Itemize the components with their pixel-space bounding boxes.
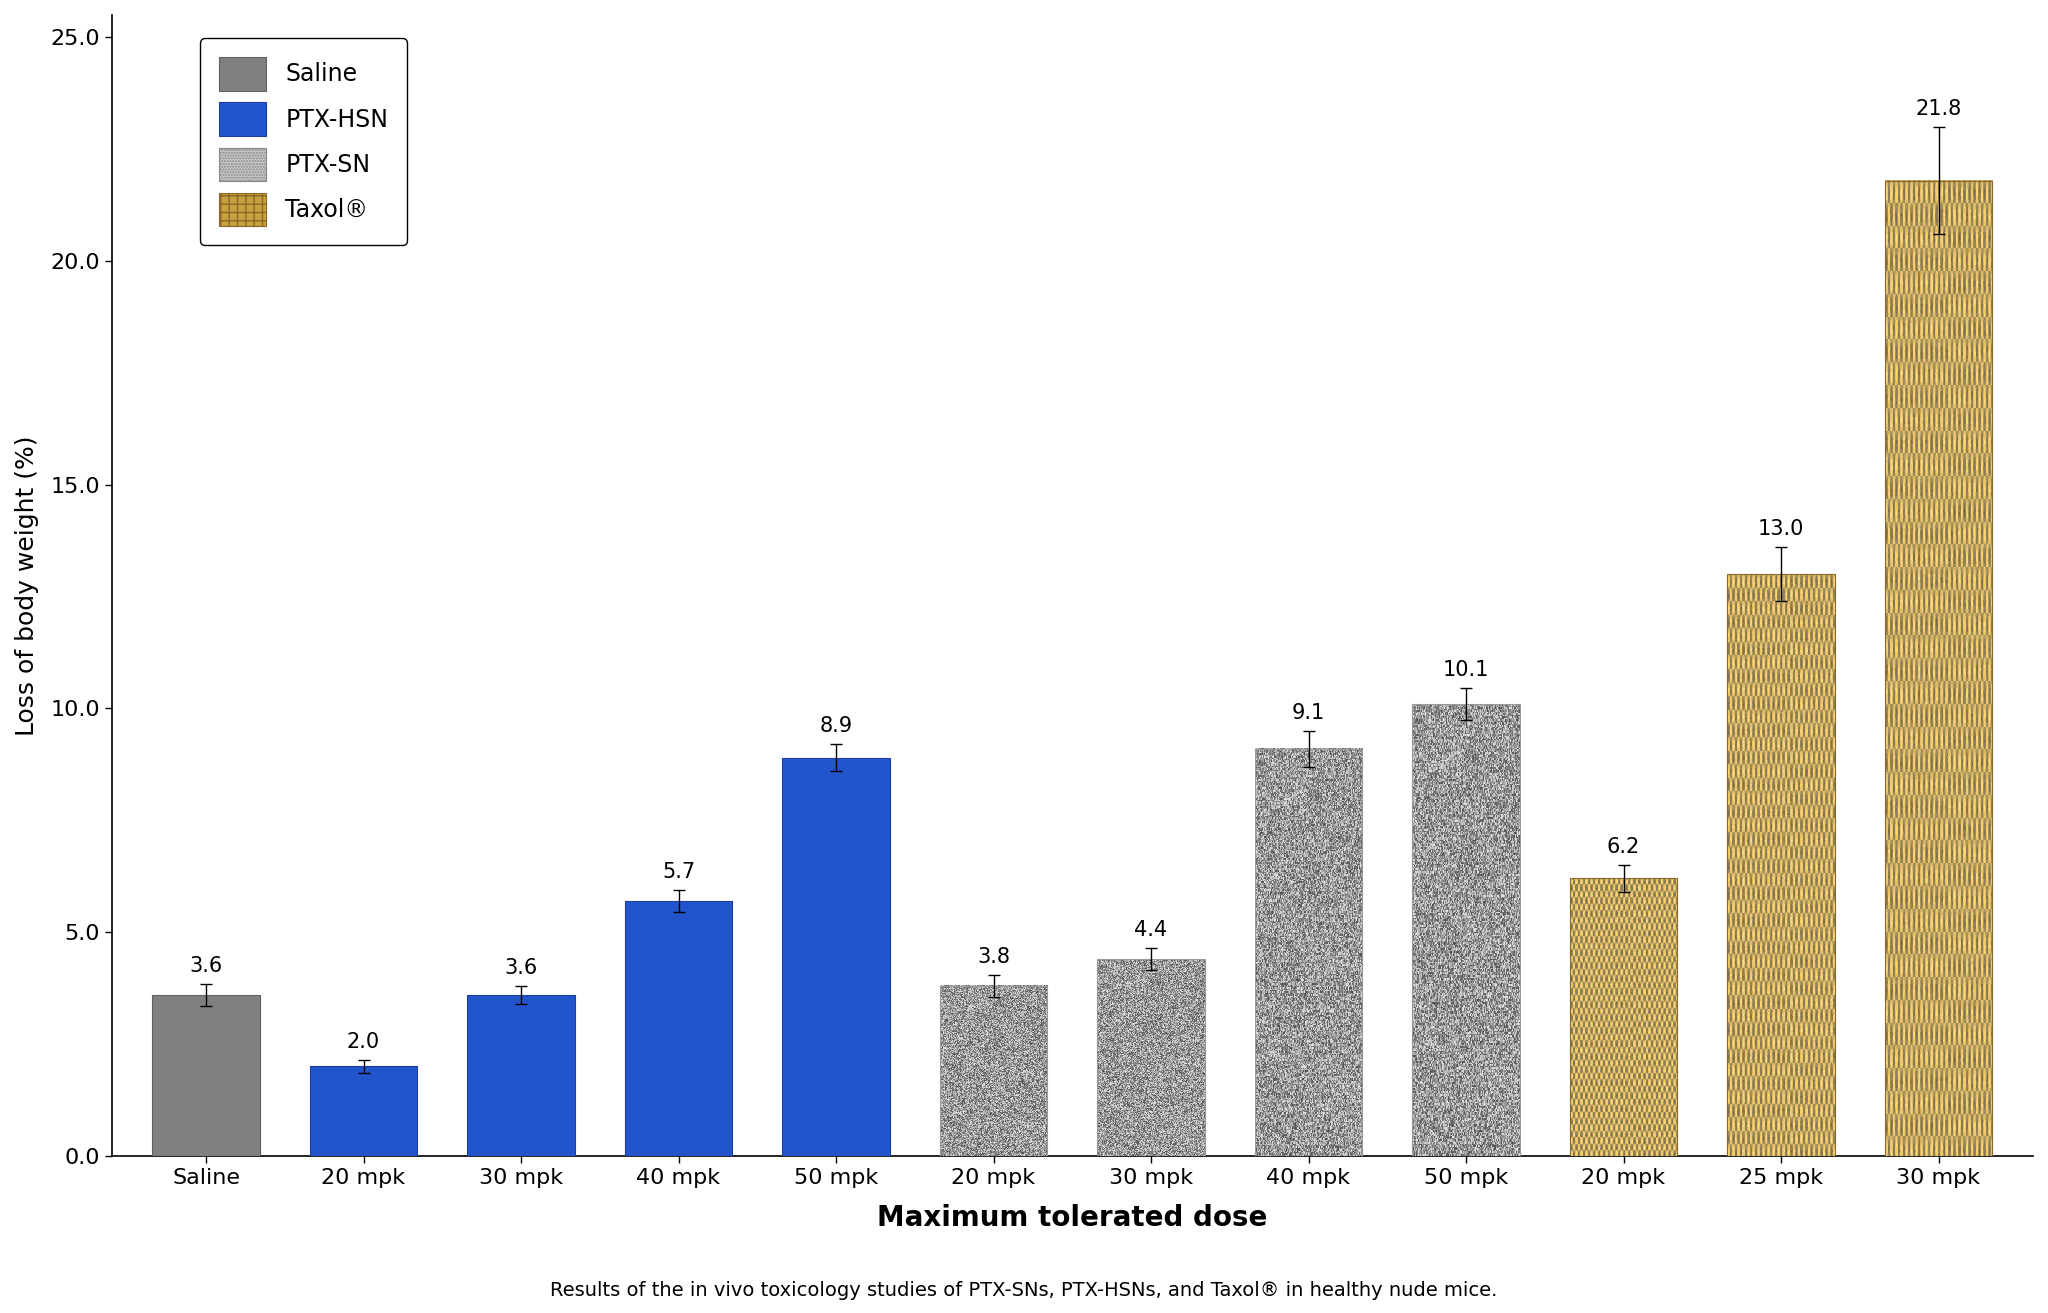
Text: 2.0: 2.0 (346, 1032, 381, 1052)
X-axis label: Maximum tolerated dose: Maximum tolerated dose (877, 1204, 1268, 1233)
Bar (1255, 748, 1362, 1155)
Text: 21.8: 21.8 (1915, 98, 1962, 118)
Bar (1098, 958, 1204, 1155)
Text: 13.0: 13.0 (1757, 520, 1804, 540)
Text: 10.1: 10.1 (1444, 660, 1489, 680)
Text: 3.6: 3.6 (188, 956, 223, 976)
Bar (1413, 704, 1520, 1155)
Bar (467, 995, 575, 1155)
Bar (309, 1066, 418, 1155)
Bar (625, 901, 731, 1155)
Legend: Saline, PTX-HSN, PTX-SN, Taxol®: Saline, PTX-HSN, PTX-SN, Taxol® (201, 38, 408, 246)
Text: 8.9: 8.9 (819, 716, 852, 737)
Y-axis label: Loss of body weight (%): Loss of body weight (%) (14, 435, 39, 735)
Bar (1571, 878, 1677, 1155)
Bar (1884, 181, 1993, 1155)
Text: 6.2: 6.2 (1608, 836, 1640, 857)
Bar (1726, 574, 1835, 1155)
Bar (940, 986, 1047, 1155)
Bar (782, 758, 889, 1155)
Text: 4.4: 4.4 (1135, 920, 1167, 940)
Bar (152, 995, 260, 1155)
Text: 5.7: 5.7 (662, 861, 694, 881)
Text: Results of the in vivo toxicology studies of PTX-SNs, PTX-HSNs, and Taxol® in he: Results of the in vivo toxicology studie… (551, 1281, 1497, 1300)
Text: 3.8: 3.8 (977, 947, 1010, 966)
Text: 9.1: 9.1 (1292, 702, 1325, 722)
Text: 3.6: 3.6 (504, 957, 539, 978)
